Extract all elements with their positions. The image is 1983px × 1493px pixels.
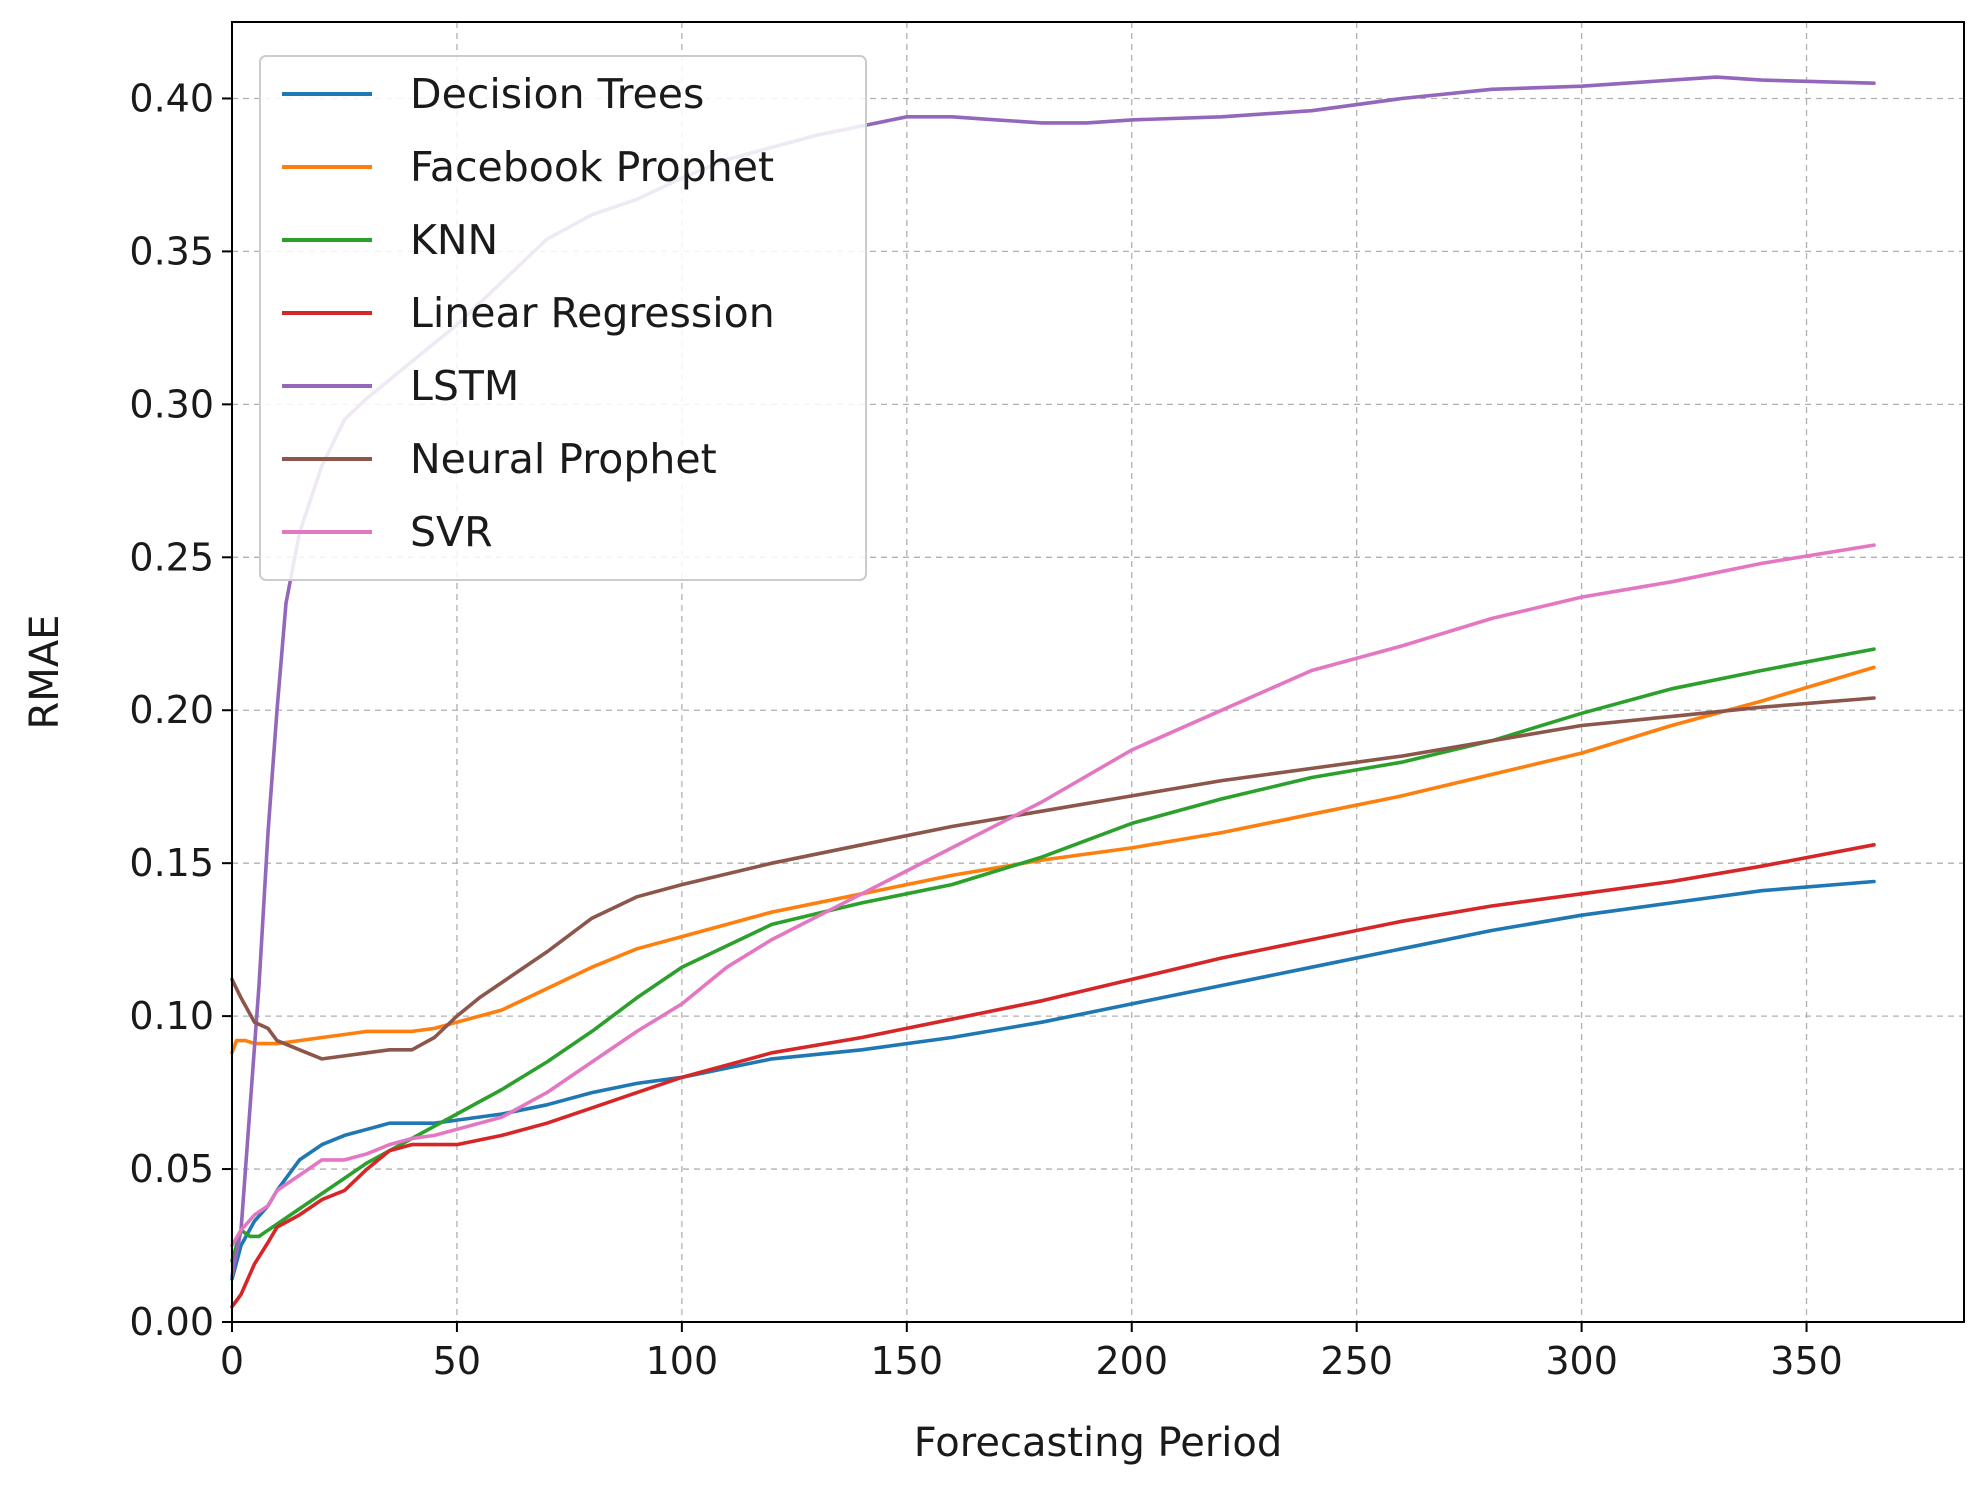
x-tick-label: 250 (1320, 1339, 1393, 1383)
x-tick-label: 0 (220, 1339, 244, 1383)
y-tick-label: 0.40 (129, 76, 214, 120)
series-line-facebook-prophet (230, 665, 1876, 1055)
x-tick-label: 300 (1545, 1339, 1618, 1383)
legend-label-neural-prophet: Neural Prophet (410, 435, 717, 483)
legend-box (259, 55, 867, 581)
y-tick-label: 0.25 (129, 535, 214, 579)
x-tick-label: 100 (646, 1339, 719, 1383)
x-tick-label: 200 (1095, 1339, 1168, 1383)
y-tick-label: 0.30 (129, 382, 214, 426)
x-tick-label: 150 (871, 1339, 944, 1383)
y-tick-label: 0.20 (129, 688, 214, 732)
legend-label-linear-regression: Linear Regression (410, 289, 775, 337)
legend-label-knn: KNN (410, 216, 498, 264)
legend: Decision Trees Facebook Prophet KNN Linear … (259, 55, 867, 581)
series-line-knn (230, 647, 1876, 1263)
y-tick-label: 0.15 (129, 841, 214, 885)
series-line-linear-regression (230, 842, 1876, 1309)
axis-ticks: 0 50 100 150 200 250 300 350 0.00 0.05 0.10 0.15 0.2… (129, 76, 1842, 1383)
x-axis-label: Forecasting Period (914, 1420, 1283, 1466)
legend-label-decision-trees: Decision Trees (410, 70, 704, 118)
x-tick-label: 350 (1770, 1339, 1843, 1383)
y-axis-label: RMAE (22, 615, 68, 730)
y-tick-label: 0.35 (129, 229, 214, 273)
series-line-decision-trees (230, 879, 1876, 1281)
series-line-neural-prophet (230, 696, 1876, 1061)
y-tick-label: 0.05 (129, 1147, 214, 1191)
legend-label-facebook-prophet: Facebook Prophet (410, 143, 774, 191)
series-line-svr (230, 543, 1876, 1248)
plot-frame (231, 21, 1965, 1323)
y-tick-label: 0.10 (129, 994, 214, 1038)
legend-label-lstm: LSTM (410, 362, 519, 410)
x-tick-label: 50 (433, 1339, 481, 1383)
legend-label-svr: SVR (410, 508, 493, 556)
y-tick-label: 0.00 (129, 1300, 214, 1344)
